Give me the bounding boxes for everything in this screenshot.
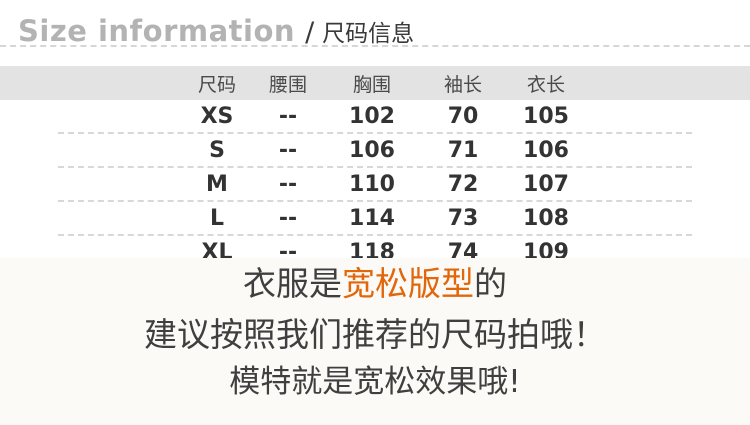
size-table: 尺码 腰围 胸围 袖长 衣长 XS -- 102 70 105 S -- 106… bbox=[0, 66, 750, 268]
cell-bust: 114 bbox=[349, 205, 395, 231]
cell-size: M bbox=[206, 171, 228, 197]
cell-length: 106 bbox=[523, 137, 569, 163]
cell-size: S bbox=[209, 137, 225, 163]
cell-waist: -- bbox=[278, 205, 298, 231]
header-dashed-divider bbox=[0, 45, 750, 47]
cell-size: XS bbox=[200, 103, 234, 129]
column-header-size: 尺码 bbox=[197, 73, 236, 96]
note-line-1: 衣服是宽松版型的 bbox=[0, 265, 750, 303]
cell-bust: 102 bbox=[349, 103, 395, 129]
cell-waist: -- bbox=[278, 103, 298, 129]
cell-bust: 110 bbox=[349, 171, 395, 197]
section-title-zh: 尺码信息 bbox=[322, 21, 415, 47]
row-divider bbox=[58, 200, 692, 202]
cell-sleeve: 71 bbox=[447, 137, 479, 163]
note1-prefix: 衣服是 bbox=[243, 264, 342, 303]
column-header-sleeve: 袖长 bbox=[443, 73, 482, 96]
column-header-waist: 腰围 bbox=[268, 73, 307, 96]
cell-bust: 106 bbox=[349, 137, 395, 163]
row-divider bbox=[58, 234, 692, 236]
table-row-m: M -- 110 72 107 bbox=[0, 168, 750, 200]
cell-length: 107 bbox=[523, 171, 569, 197]
note1-highlight: 宽松版型 bbox=[342, 264, 474, 303]
cell-sleeve: 70 bbox=[447, 103, 479, 129]
cell-size: L bbox=[209, 205, 225, 231]
notes-section: 衣服是宽松版型的 建议按照我们推荐的尺码拍哦！ 模特就是宽松效果哦! bbox=[0, 258, 750, 425]
cell-length: 105 bbox=[523, 103, 569, 129]
column-header-bust: 胸围 bbox=[352, 73, 391, 96]
cell-waist: -- bbox=[278, 137, 298, 163]
column-header-length: 衣长 bbox=[526, 73, 565, 96]
cell-sleeve: 73 bbox=[447, 205, 479, 231]
note1-suffix: 的 bbox=[474, 264, 507, 303]
cell-length: 108 bbox=[523, 205, 569, 231]
title-separator: / bbox=[305, 17, 315, 48]
row-divider bbox=[58, 166, 692, 168]
section-header: Size information / 尺码信息 bbox=[0, 0, 750, 66]
note-line-2: 建议按照我们推荐的尺码拍哦！ bbox=[144, 314, 606, 354]
note-line-3: 模特就是宽松效果哦! bbox=[229, 363, 521, 400]
table-row-l: L -- 114 73 108 bbox=[0, 202, 750, 234]
section-title-en: Size information bbox=[18, 14, 296, 48]
table-row-s: S -- 106 71 106 bbox=[0, 134, 750, 166]
cell-waist: -- bbox=[278, 171, 298, 197]
row-divider bbox=[58, 132, 692, 134]
cell-sleeve: 72 bbox=[447, 171, 479, 197]
size-table-header-row: 尺码 腰围 胸围 袖长 衣长 bbox=[0, 66, 750, 100]
table-row-xs: XS -- 102 70 105 bbox=[0, 100, 750, 132]
